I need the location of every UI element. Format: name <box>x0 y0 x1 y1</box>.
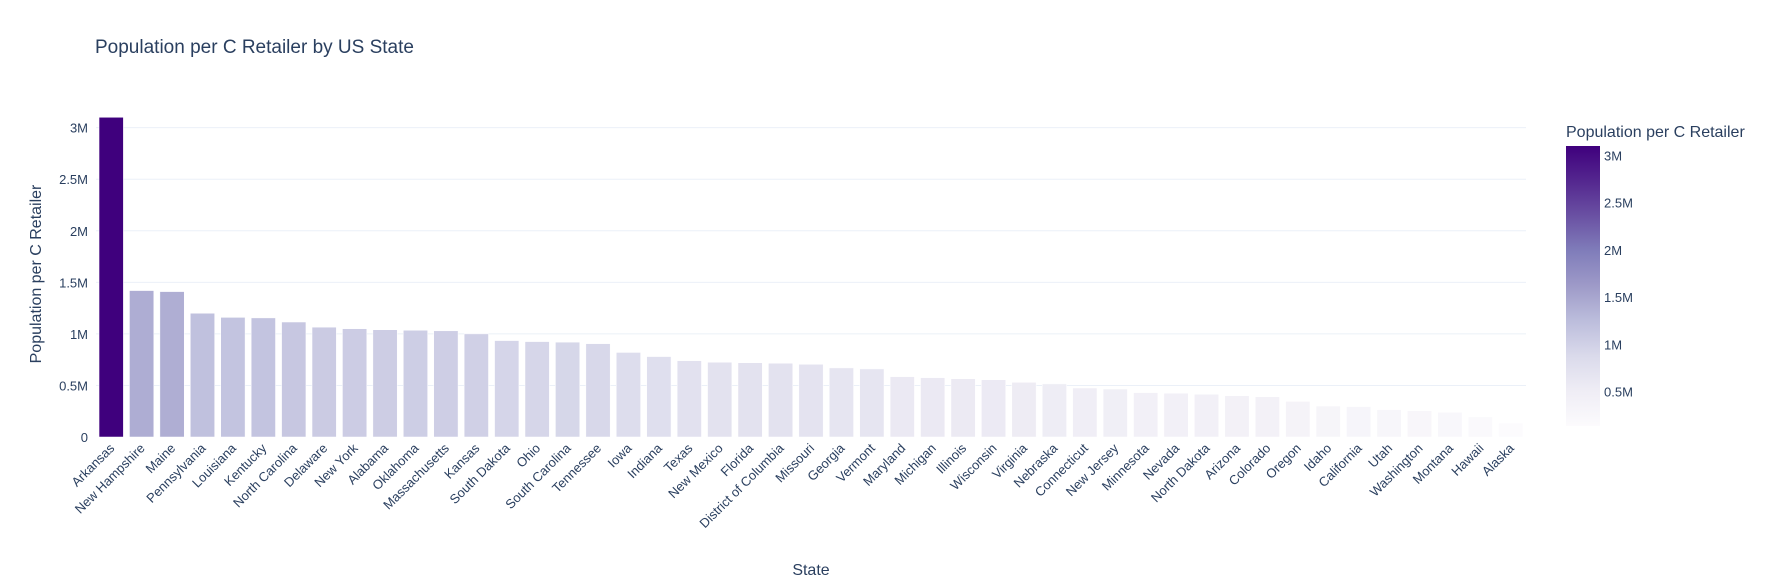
x-tick-label: Indiana <box>624 440 665 481</box>
bar-new-jersey[interactable] <box>1102 388 1128 438</box>
y-tick-label: 1M <box>70 327 88 342</box>
colorbar-tick-label: 2.5M <box>1604 196 1633 211</box>
colorbar-tick-label: 1.5M <box>1604 290 1633 305</box>
bar-alaska[interactable] <box>1498 422 1524 438</box>
bar-tennessee[interactable] <box>585 343 611 438</box>
bar-maine[interactable] <box>159 291 185 438</box>
bar-georgia[interactable] <box>829 367 854 438</box>
bar-california[interactable] <box>1346 406 1372 438</box>
bar-utah[interactable] <box>1376 409 1402 438</box>
bar-iowa[interactable] <box>616 352 641 438</box>
colorbar-tick-label: 2M <box>1604 243 1622 258</box>
bar-new-hampshire[interactable] <box>129 290 155 438</box>
bar-arkansas[interactable] <box>98 117 124 438</box>
bar-ohio[interactable] <box>524 341 550 438</box>
bar-south-carolina[interactable] <box>555 341 581 438</box>
y-axis-ticks: 0 0.5M 1M 1.5M 2M 2.5M 3M <box>59 121 88 445</box>
bar-montana[interactable] <box>1437 412 1463 438</box>
bar-connecticut[interactable] <box>1072 387 1098 438</box>
bars <box>98 117 1524 438</box>
y-tick-label: 0 <box>81 430 88 445</box>
bar-washington[interactable] <box>1407 410 1432 438</box>
y-tick-label: 0.5M <box>59 378 88 393</box>
bar-pennsylvania[interactable] <box>190 313 215 438</box>
bar-oklahoma[interactable] <box>403 330 428 438</box>
bar-kentucky[interactable] <box>250 317 276 438</box>
bar-vermont[interactable] <box>859 368 885 438</box>
bar-virginia[interactable] <box>1011 382 1037 438</box>
y-tick-label: 1.5M <box>59 275 88 290</box>
y-tick-label: 3M <box>70 121 88 136</box>
bar-oregon[interactable] <box>1285 401 1311 438</box>
bar-texas[interactable] <box>676 360 702 438</box>
colorbar-tick-label: 3M <box>1604 148 1622 163</box>
bar-massachusetts[interactable] <box>433 330 459 438</box>
bar-north-carolina[interactable] <box>281 321 307 438</box>
bar-district-of-columbia[interactable] <box>768 363 793 438</box>
y-axis-title: Population per C Retailer <box>28 184 45 363</box>
bar-nebraska[interactable] <box>1041 383 1067 438</box>
colorbar-gradient <box>1566 146 1600 426</box>
bar-new-mexico[interactable] <box>707 361 733 438</box>
bar-north-dakota[interactable] <box>1194 393 1219 438</box>
bar-new-york[interactable] <box>342 328 368 438</box>
bar-maryland[interactable] <box>889 376 915 438</box>
bar-hawaii[interactable] <box>1467 416 1493 438</box>
bar-arizona[interactable] <box>1224 395 1250 438</box>
bar-missouri[interactable] <box>798 364 824 438</box>
bar-delaware[interactable] <box>311 326 337 438</box>
chart-title: Population per C Retailer by US State <box>95 37 414 58</box>
colorbar: Population per C Retailer 0.5M 1M 1.5M 2M 2.… <box>1566 124 1745 426</box>
x-tick-label: Alaska <box>1479 440 1518 479</box>
bar-indiana[interactable] <box>646 356 672 438</box>
colorbar-title: Population per C Retailer <box>1566 124 1745 141</box>
y-tick-label: 2.5M <box>59 172 88 187</box>
bar-illinois[interactable] <box>950 378 976 438</box>
colorbar-ticks: 0.5M 1M 1.5M 2M 2.5M 3M <box>1604 148 1633 399</box>
bar-florida[interactable] <box>737 362 763 438</box>
bar-wisconsin[interactable] <box>981 379 1006 438</box>
bar-michigan[interactable] <box>920 377 946 438</box>
bar-louisiana[interactable] <box>220 317 246 438</box>
y-gridlines <box>96 127 1526 386</box>
bar-idaho[interactable] <box>1315 405 1341 438</box>
bar-kansas[interactable] <box>463 333 489 438</box>
x-axis-title: State <box>792 562 829 579</box>
colorbar-tick-label: 0.5M <box>1604 385 1633 400</box>
colorbar-tick-label: 1M <box>1604 337 1622 352</box>
y-tick-label: 2M <box>70 224 88 239</box>
x-tick-label: Hawaii <box>1448 440 1486 478</box>
bar-colorado[interactable] <box>1254 396 1280 438</box>
bar-minnesota[interactable] <box>1133 392 1159 438</box>
bar-south-dakota[interactable] <box>494 340 520 438</box>
bar-alabama[interactable] <box>372 329 398 438</box>
bar-nevada[interactable] <box>1163 392 1189 438</box>
